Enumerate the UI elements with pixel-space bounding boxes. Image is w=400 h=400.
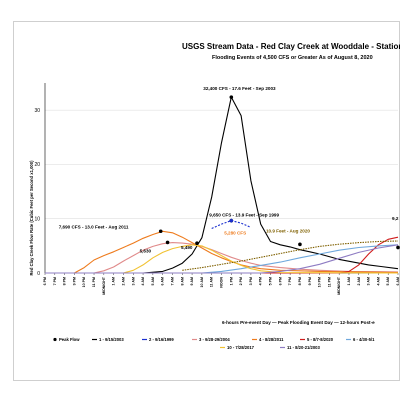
x-tick-label: 3 AM (131, 277, 135, 285)
y-axis-label: Red Clay Creek Flow Rate (Cubic Feet per… (29, 160, 34, 276)
legend-label: 10 - 7/28/2017 (227, 345, 255, 350)
x-tick-label: 9 AM (190, 277, 194, 285)
x-tick-label: 11 PM (327, 277, 331, 287)
x-tick-label: 7 PM (53, 277, 57, 285)
x-tick-label: 2 PM (239, 277, 243, 285)
peak-markers (158, 95, 400, 250)
x-tick-label: 5 AM (151, 277, 155, 285)
x-tick-label: 6 AM (396, 277, 400, 285)
legend-label: 11 - 8/20-21/2003 (287, 345, 321, 350)
peak-marker (195, 241, 199, 245)
series-line (45, 96, 399, 274)
x-tick-label: NOON (220, 277, 224, 288)
x-tick-label: 6 PM (43, 277, 47, 285)
annotation-label: 9,650 CFS - 13.9 Feet - Sep 1999 (209, 213, 279, 218)
x-tick-label: 10 PM (318, 277, 322, 287)
series-line (182, 240, 399, 271)
x-tick-label: 4 AM (376, 277, 380, 285)
x-tick-label: 7 PM (288, 277, 292, 285)
x-tick-label: 4 AM (141, 277, 145, 285)
legend-label: 2 - 9/16/1999 (149, 337, 174, 342)
legend-label: 4 - 8/28/2011 (259, 337, 284, 342)
chart-frame (13, 21, 400, 381)
annotation-label: 5,630 (140, 248, 152, 253)
x-axis-label: 6-hours Pre-event Day — Peak Flooding Ev… (222, 320, 375, 325)
legend-label: 1 - 9/15/2003 (99, 337, 124, 342)
x-tick-label: 1 AM (112, 277, 116, 285)
annotation-label: 7,690 CFS - 13.0 Feet - Aug 2011 (59, 224, 129, 229)
chart-title: USGS Stream Data - Red Clay Creek at Woo… (182, 42, 400, 51)
series-line (45, 244, 399, 274)
x-tick-label: 10 PM (82, 277, 86, 287)
y-tick-label: 30 (34, 108, 40, 114)
annotation-label: 5,280 CFS (224, 230, 246, 235)
series-lines (45, 96, 399, 274)
legend-label: Peak Flow (59, 337, 80, 342)
x-tick-label: 8 AM (180, 277, 184, 285)
chart-subtitle: Flooding Events of 4,500 CFS or Greater … (212, 55, 373, 61)
legend-label: 6 - 4/30-5/1 (353, 337, 375, 342)
peak-marker (229, 95, 234, 99)
annotations: 32,400 CFS - 17.6 Feet - Sep 2003 9,650 C… (59, 86, 399, 253)
x-tick-label: 6 PM (278, 277, 282, 285)
y-tick-labels: 0 10 20 30 (34, 108, 40, 277)
series-line (45, 244, 399, 274)
x-tick-label: 8 PM (63, 277, 67, 285)
peak-marker-1999 (229, 218, 234, 223)
legend-label: 3 - 9/28-29/2004 (199, 337, 230, 342)
x-tick-label: 5 PM (269, 277, 273, 285)
y-tick-label: 20 (34, 162, 40, 168)
x-tick-label: 4 PM (259, 277, 263, 285)
x-tick-label: 9 PM (308, 277, 312, 285)
peak-marker (158, 229, 163, 234)
grid-lines (44, 83, 399, 275)
x-tick-label: MIDNIGHT (337, 276, 341, 295)
x-tick-label: 3 AM (367, 277, 371, 285)
peak-marker (396, 245, 400, 250)
y-tick-label: 10 (34, 217, 40, 223)
annotation-label: 9,2 (392, 216, 399, 221)
x-tick-label: 2 AM (121, 277, 125, 285)
x-tick-label: 1 AM (347, 277, 351, 285)
x-tick-label: 10 AM (200, 277, 204, 287)
peak-marker (298, 242, 302, 247)
peak-marker (165, 240, 170, 245)
y-tick-label: 0 (37, 271, 40, 277)
x-tick-label: 11 PM (92, 277, 96, 287)
annotation-label: 10.9 Feet - Aug 2020 (266, 228, 310, 233)
x-tick-label: 5 AM (386, 277, 390, 285)
annotation-label: 32,400 CFS - 17.6 Feet - Sep 2003 (203, 86, 276, 91)
x-tick-label: 8 PM (298, 277, 302, 285)
x-tick-label: 6 AM (161, 277, 165, 285)
series-line (45, 230, 399, 274)
x-tick-labels: 6 PM 7 PM 8 PM 9 PM 10 PM 11 PM MIDNIGHT 1 AM 2 … (43, 276, 400, 295)
legend-label: 5 - 8/7-8/2020 (307, 337, 334, 342)
legend: Peak Flow 1 - 9/15/2003 2 - 9/16/1999 3 - 9… (53, 337, 375, 350)
annotation-label: 5,490 (181, 245, 193, 250)
x-tick-label: 3 PM (249, 277, 253, 285)
x-tick-label: 1 PM (229, 277, 233, 285)
x-tick-label: 2 AM (357, 277, 361, 285)
legend-swatch (53, 337, 57, 342)
series-line (45, 244, 399, 274)
x-tick-label: 11 AM (210, 277, 214, 287)
x-tick-label: 9 PM (72, 277, 76, 285)
x-tick-label: MIDNIGHT (102, 276, 106, 295)
x-tick-label: 7 AM (170, 277, 174, 285)
